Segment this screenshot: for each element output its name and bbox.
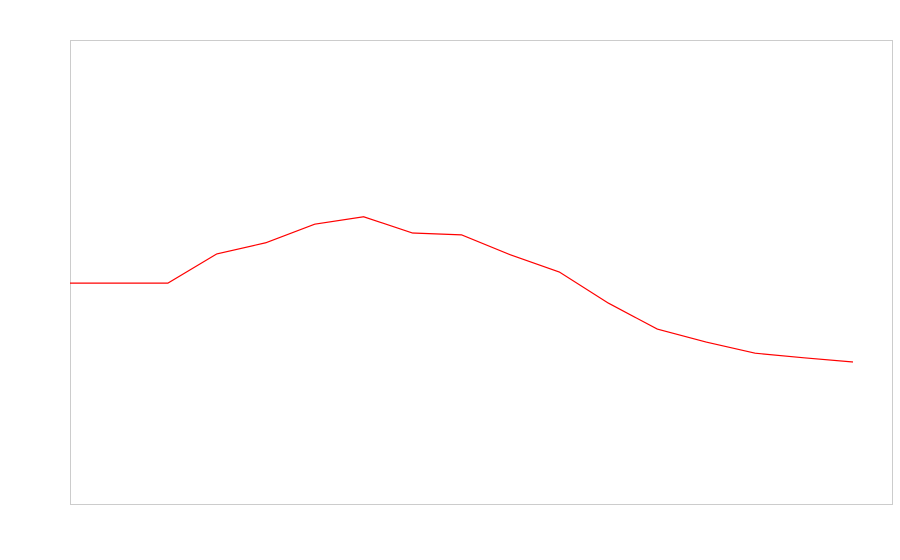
plot-area [70, 40, 893, 505]
line-series [70, 216, 854, 363]
